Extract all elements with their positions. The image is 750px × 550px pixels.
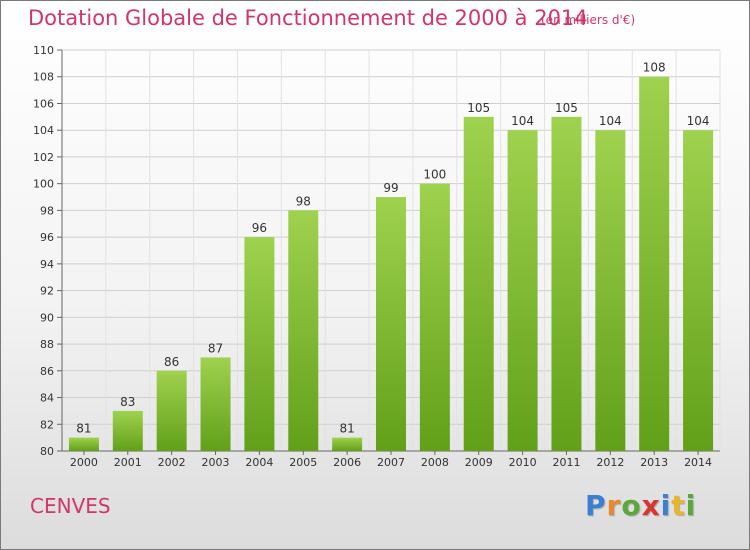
y-tick-label: 88 bbox=[40, 338, 54, 351]
bar bbox=[376, 197, 406, 451]
bar bbox=[200, 357, 231, 451]
chart-unit-subtitle: (en milliers d'€) bbox=[541, 13, 636, 27]
bar bbox=[595, 130, 626, 451]
x-tick-label: 2010 bbox=[509, 456, 537, 469]
bar bbox=[288, 210, 319, 451]
bar-value-label: 108 bbox=[643, 61, 666, 75]
value-labels: 81 83 86 87 96 98 81 99 100 105 104 105 104 108 104 bbox=[76, 61, 709, 436]
x-tick-label: 2005 bbox=[289, 456, 317, 469]
bar bbox=[156, 370, 187, 451]
x-tick-label: 2002 bbox=[158, 456, 186, 469]
logo-letter: i bbox=[685, 489, 697, 522]
logo-letter: i bbox=[660, 489, 672, 522]
y-tick-label: 110 bbox=[33, 44, 54, 57]
x-tick-label: 2012 bbox=[596, 456, 624, 469]
bar-value-label: 104 bbox=[511, 114, 534, 128]
logo-letter: r bbox=[606, 489, 622, 522]
commune-name: CENVES bbox=[30, 494, 111, 518]
x-tick-label: 2004 bbox=[245, 456, 273, 469]
x-tick-label: 2007 bbox=[377, 456, 405, 469]
y-tick-label: 86 bbox=[40, 365, 54, 378]
y-tick-label: 98 bbox=[40, 204, 54, 217]
bar bbox=[683, 130, 714, 451]
bar-value-label: 104 bbox=[687, 114, 710, 128]
bar-value-label: 87 bbox=[208, 341, 223, 355]
bar-value-label: 100 bbox=[423, 168, 446, 182]
bars bbox=[68, 76, 714, 451]
bar bbox=[463, 116, 494, 451]
bar-value-label: 99 bbox=[383, 181, 398, 195]
y-tick-label: 92 bbox=[40, 285, 54, 298]
y-tick-label: 90 bbox=[40, 311, 54, 324]
bar-value-label: 81 bbox=[339, 422, 354, 436]
x-tick-label: 2003 bbox=[202, 456, 230, 469]
bar bbox=[551, 116, 582, 451]
bar bbox=[639, 76, 670, 451]
bar bbox=[419, 183, 450, 451]
x-tick-label: 2001 bbox=[114, 456, 142, 469]
bar-value-label: 98 bbox=[296, 194, 311, 208]
y-tick-label: 100 bbox=[33, 178, 54, 191]
y-tick-label: 94 bbox=[40, 258, 54, 271]
proxiti-logo: Proxiti bbox=[585, 489, 696, 522]
axes: 80 82 84 86 88 90 92 94 96 98 100 102 104 106 108 110 20… bbox=[33, 44, 720, 469]
bar bbox=[112, 410, 143, 451]
bar-value-label: 105 bbox=[555, 101, 578, 115]
x-tick-label: 2011 bbox=[552, 456, 580, 469]
bar-value-label: 104 bbox=[599, 114, 622, 128]
bar-value-label: 96 bbox=[252, 221, 267, 235]
bar-value-label: 105 bbox=[467, 101, 490, 115]
bar-value-label: 81 bbox=[76, 422, 91, 436]
logo-letter: x bbox=[641, 489, 661, 522]
y-tick-label: 106 bbox=[33, 97, 54, 110]
chart-title: Dotation Globale de Fonctionnement de 20… bbox=[28, 6, 588, 30]
y-tick-label: 84 bbox=[40, 392, 54, 405]
bar bbox=[244, 237, 275, 451]
bar-value-label: 83 bbox=[120, 395, 135, 409]
logo-letter: o bbox=[621, 489, 642, 522]
x-tick-label: 2014 bbox=[684, 456, 712, 469]
x-tick-label: 2008 bbox=[421, 456, 449, 469]
x-tick-label: 2009 bbox=[465, 456, 493, 469]
x-tick-label: 2013 bbox=[640, 456, 668, 469]
logo-letter: t bbox=[671, 489, 686, 522]
x-tick-label: 2006 bbox=[333, 456, 361, 469]
bar bbox=[507, 130, 538, 451]
y-tick-label: 102 bbox=[33, 151, 54, 164]
y-tick-label: 80 bbox=[40, 445, 54, 458]
bar bbox=[332, 437, 363, 451]
y-tick-label: 96 bbox=[40, 231, 54, 244]
bar-value-label: 86 bbox=[164, 355, 179, 369]
y-tick-label: 82 bbox=[40, 418, 54, 431]
bar bbox=[68, 437, 99, 451]
x-tick-label: 2000 bbox=[70, 456, 98, 469]
logo-letter: P bbox=[585, 489, 607, 522]
y-tick-label: 104 bbox=[33, 124, 54, 137]
y-tick-label: 108 bbox=[33, 71, 54, 84]
